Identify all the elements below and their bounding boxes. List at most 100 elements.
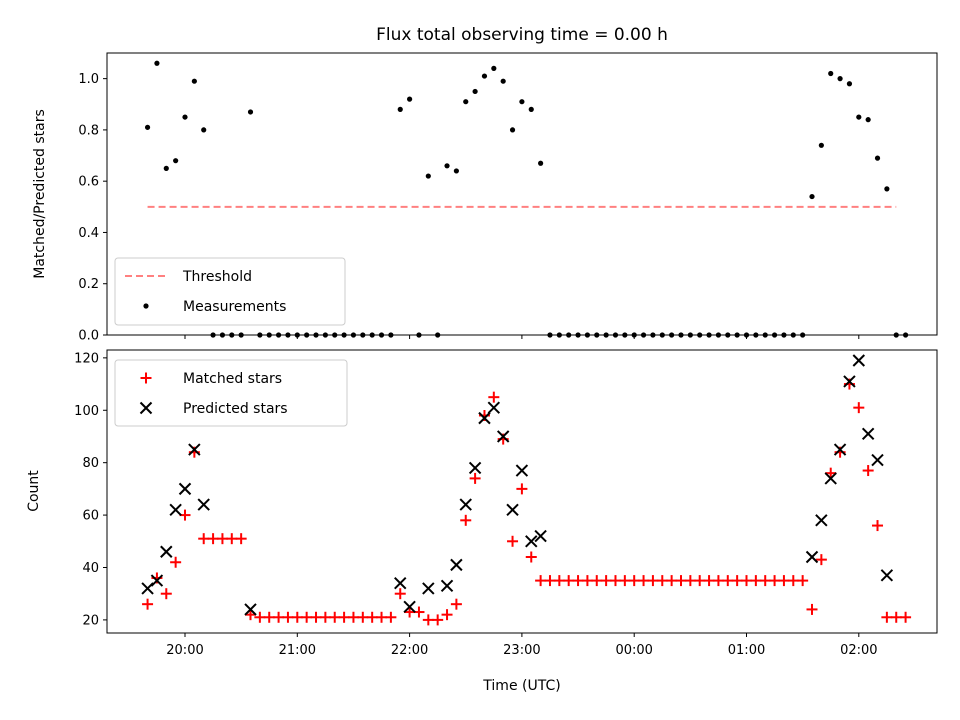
measurement-point <box>144 124 151 130</box>
matched-point <box>638 575 650 587</box>
top-y-tick-label: 0.2 <box>78 277 99 292</box>
bottom-legend <box>114 359 348 427</box>
measurement-point <box>257 332 263 338</box>
top-y-tick-label: 0.0 <box>78 329 99 344</box>
measurement-point <box>463 99 469 105</box>
measurement-point <box>837 76 843 82</box>
bottom-y-tick-label: 60 <box>82 509 99 524</box>
predicted-point <box>525 535 538 548</box>
measurement-point <box>453 168 459 174</box>
matched-point <box>778 575 790 587</box>
matched-point <box>170 556 182 568</box>
measurement-point <box>425 173 431 179</box>
matched-point <box>862 465 874 477</box>
matched-point <box>647 575 659 587</box>
measurement-point <box>725 332 731 338</box>
measurement-point <box>182 114 188 120</box>
measurement-point <box>781 332 787 338</box>
matched-point <box>619 575 631 587</box>
measurement-point <box>902 332 909 338</box>
matched-point <box>245 609 257 621</box>
measurement-point <box>201 127 207 133</box>
top-y-tick-label: 0.4 <box>78 226 99 241</box>
predicted-point <box>197 498 210 511</box>
matched-point <box>872 520 884 532</box>
measurement-point <box>388 332 394 338</box>
top-y-axis-label: Matched/Predicted stars <box>32 109 48 279</box>
matched-point <box>787 575 799 587</box>
matched-point <box>853 402 865 414</box>
matched-point <box>609 575 621 587</box>
measurement-point <box>828 70 834 77</box>
matched-point <box>694 575 706 587</box>
matched-point <box>731 575 743 587</box>
bottom-x-tick-label: 00:00 <box>615 643 652 658</box>
matched-point <box>825 467 837 479</box>
measurement-point <box>603 332 609 338</box>
measurement-point <box>397 106 403 112</box>
matched-point <box>357 611 369 623</box>
matched-point <box>600 575 612 587</box>
measurement-point <box>687 332 693 338</box>
matched-point <box>656 575 668 587</box>
measurement-point <box>416 332 422 338</box>
measurement-point <box>210 332 216 338</box>
measurement-point <box>266 332 272 338</box>
matched-point <box>722 575 734 587</box>
measurement-point <box>350 332 357 338</box>
x-axis-label: Time (UTC) <box>482 678 560 694</box>
measurement-point <box>275 332 282 338</box>
measurement-point <box>322 332 328 338</box>
measurement-point <box>669 332 675 338</box>
predicted-point <box>422 582 435 595</box>
matched-point <box>216 533 228 545</box>
predicted-point <box>871 453 884 467</box>
matched-point <box>750 575 762 587</box>
measurement-point <box>154 60 160 66</box>
bottom-y-tick-label: 80 <box>82 456 99 471</box>
matched-point <box>572 575 584 587</box>
matched-point <box>160 588 172 600</box>
measurement-point <box>472 88 478 95</box>
predicted-point <box>478 411 491 425</box>
measurement-point <box>800 332 806 338</box>
matched-point <box>563 575 575 587</box>
matched-point <box>535 575 547 587</box>
bottom-x-tick-label: 20:00 <box>166 643 203 658</box>
matched-point <box>226 533 238 545</box>
matched-point <box>581 575 593 587</box>
bottom-x-tick-label: 21:00 <box>279 643 316 658</box>
matched-point <box>806 603 818 615</box>
predicted-point <box>515 464 529 477</box>
bottom-x-tick-label: 02:00 <box>840 643 877 658</box>
bottom-y-tick-label: 120 <box>74 351 99 366</box>
predicted-point <box>861 427 875 441</box>
measurement-point <box>444 163 450 169</box>
measurement-point <box>893 332 899 338</box>
measurement-point <box>173 158 179 164</box>
matched-point <box>890 611 902 623</box>
bottom-y-axis-label: Count <box>26 470 42 512</box>
top-legend <box>114 257 346 326</box>
matched-point <box>712 575 724 587</box>
bottom-y-tick-label: 100 <box>74 404 99 419</box>
matched-point <box>507 535 519 547</box>
predicted-point <box>843 375 856 388</box>
matched-point <box>301 611 313 623</box>
measurement-point <box>734 332 740 338</box>
matched-point <box>460 514 472 526</box>
legend-matched-swatch <box>140 372 152 384</box>
measurement-point <box>369 332 375 338</box>
measurement-point <box>809 193 815 200</box>
matched-point <box>759 575 771 587</box>
matched-point <box>675 575 687 587</box>
predicted-point <box>188 443 201 456</box>
predicted-point <box>805 550 819 564</box>
measurement-point <box>566 332 572 338</box>
predicted-point <box>534 529 547 543</box>
matched-point <box>347 611 359 623</box>
predicted-point <box>824 472 837 485</box>
bottom-y-tick-label: 40 <box>82 561 99 576</box>
measurement-point <box>547 332 553 338</box>
